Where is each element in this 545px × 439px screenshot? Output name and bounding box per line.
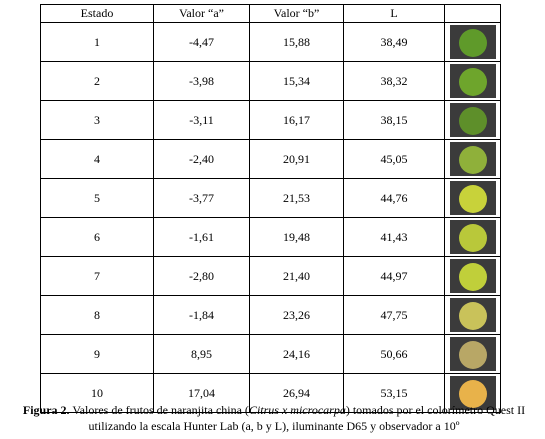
fruit xyxy=(458,263,487,291)
table-row: 9 8,95 24,16 50,66 xyxy=(40,334,501,374)
table-cell: 8 xyxy=(40,295,154,335)
table-cell: 47,75 xyxy=(343,295,445,335)
table-cell: 15,34 xyxy=(249,61,344,101)
fruit xyxy=(458,146,487,174)
table-cell: -2,80 xyxy=(153,256,250,296)
table-cell: 1 xyxy=(40,22,154,62)
fruit-photo xyxy=(449,376,496,410)
header-cell: L xyxy=(343,4,445,23)
caption-text: ) tomados por el colorímetro Quest II xyxy=(345,403,526,417)
table-row: 3 -3,11 16,17 38,15 xyxy=(40,100,501,140)
table-row: 5 -3,77 21,53 44,76 xyxy=(40,178,501,218)
table-cell: 38,49 xyxy=(343,22,445,62)
table-cell: 4 xyxy=(40,139,154,179)
table-cell: 20,91 xyxy=(249,139,344,179)
table-row: 2 -3,98 15,34 38,32 xyxy=(40,61,501,101)
image-cell xyxy=(444,100,501,140)
table-cell: 38,15 xyxy=(343,100,445,140)
table-cell: 7 xyxy=(40,256,154,296)
fruit-photo xyxy=(449,64,496,98)
fruit xyxy=(458,185,487,213)
table-row: 4 -2,40 20,91 45,05 xyxy=(40,139,501,179)
table-row: 10 17,04 26,94 53,15 xyxy=(40,373,501,413)
header-row: Estado Valor “a” Valor “b” L xyxy=(40,4,501,23)
fruit xyxy=(458,68,487,96)
image-cell xyxy=(444,139,501,179)
table-cell: -3,11 xyxy=(153,100,250,140)
image-cell xyxy=(444,22,501,62)
fruit-photo xyxy=(449,337,496,371)
fruit-photo xyxy=(449,181,496,215)
fruit-photo xyxy=(449,142,496,176)
table-row: 8 -1,84 23,26 47,75 xyxy=(40,295,501,335)
table-cell: 53,15 xyxy=(343,373,445,413)
table-cell: -1,61 xyxy=(153,217,250,257)
table-cell: 2 xyxy=(40,61,154,101)
header-cell: Valor “a” xyxy=(153,4,250,23)
table-cell: 23,26 xyxy=(249,295,344,335)
fruit xyxy=(458,380,487,408)
image-cell xyxy=(444,178,501,218)
table-cell: -3,77 xyxy=(153,178,250,218)
table-cell: 9 xyxy=(40,334,154,374)
table-cell: 15,88 xyxy=(249,22,344,62)
image-cell xyxy=(444,61,501,101)
fruit xyxy=(458,29,487,57)
table-cell: 5 xyxy=(40,178,154,218)
table-cell: 38,32 xyxy=(343,61,445,101)
fruit-photo xyxy=(449,298,496,332)
table-cell: -3,98 xyxy=(153,61,250,101)
image-cell xyxy=(444,256,501,296)
table-cell: 10 xyxy=(40,373,154,413)
image-cell xyxy=(444,373,501,413)
table-cell: 6 xyxy=(40,217,154,257)
table-cell: -1,84 xyxy=(153,295,250,335)
table-cell: 24,16 xyxy=(249,334,344,374)
table-cell: -4,47 xyxy=(153,22,250,62)
image-cell xyxy=(444,217,501,257)
fruit-photo xyxy=(449,220,496,254)
table-row: 6 -1,61 19,48 41,43 xyxy=(40,217,501,257)
table-row: 7 -2,80 21,40 44,97 xyxy=(40,256,501,296)
table-cell: 44,97 xyxy=(343,256,445,296)
fruit-photo xyxy=(449,25,496,59)
image-cell xyxy=(444,334,501,374)
table-cell: 44,76 xyxy=(343,178,445,218)
fruit xyxy=(458,224,487,252)
table-row: 1 -4,47 15,88 38,49 xyxy=(40,22,501,62)
table-cell: 8,95 xyxy=(153,334,250,374)
header-cell: Valor “b” xyxy=(249,4,344,23)
table-cell: 45,05 xyxy=(343,139,445,179)
table-cell: 3 xyxy=(40,100,154,140)
table-cell: -2,40 xyxy=(153,139,250,179)
fruit xyxy=(458,107,487,135)
fruit-photo xyxy=(449,259,496,293)
header-cell: Estado xyxy=(40,4,154,23)
fruit-photo xyxy=(449,103,496,137)
caption-text: Valores de frutos de naranjita china ( xyxy=(69,403,249,417)
table-cell: 21,53 xyxy=(249,178,344,218)
table-cell: 50,66 xyxy=(343,334,445,374)
header-cell xyxy=(444,4,501,23)
table-cell: 19,48 xyxy=(249,217,344,257)
table-cell: 16,17 xyxy=(249,100,344,140)
figure-caption: Figura 2. Valores de frutos de naranjita… xyxy=(4,402,544,434)
image-cell xyxy=(444,295,501,335)
caption-text: utilizando la escala Hunter Lab (a, b y … xyxy=(88,419,460,433)
fruit xyxy=(458,341,487,369)
data-table: Estado Valor “a” Valor “b” L 1 -4,47 15,88 38,… xyxy=(40,4,501,413)
caption-species: Citrus x microcarpa xyxy=(248,403,346,417)
table-cell: 41,43 xyxy=(343,217,445,257)
caption-label: Figura 2. xyxy=(22,403,70,417)
table-cell: 21,40 xyxy=(249,256,344,296)
fruit xyxy=(458,302,487,330)
table-cell: 17,04 xyxy=(153,373,250,413)
